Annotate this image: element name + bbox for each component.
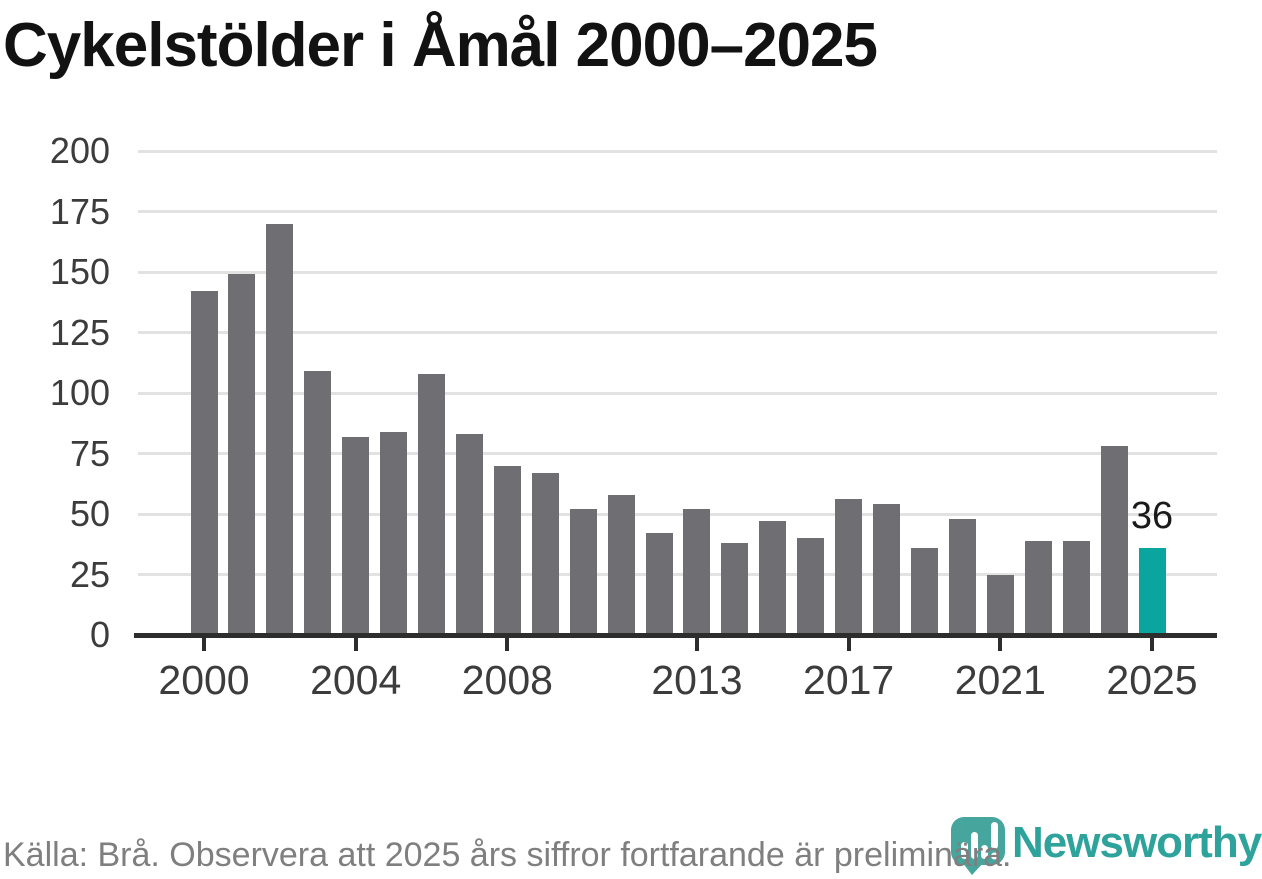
- y-axis-label-150: 150: [49, 251, 110, 292]
- bar-2022: [1024, 540, 1052, 635]
- x-tick-2004: [353, 638, 358, 651]
- x-axis-label-2013: 2013: [651, 657, 743, 703]
- x-tick-2013: [694, 638, 699, 651]
- bar-2000: [190, 291, 218, 635]
- bar-2008: [493, 465, 521, 635]
- gridline-150: [138, 270, 1217, 274]
- page-title: Cykelstölder i Åmål 2000–2025: [3, 11, 878, 80]
- bar-2009: [531, 472, 559, 635]
- gridline-125: [138, 331, 1217, 334]
- y-axis-label-75: 75: [69, 432, 110, 474]
- bar-2017: [835, 499, 863, 635]
- bar-2006: [418, 373, 446, 635]
- bar-2004: [342, 436, 370, 635]
- newsworthy-logo-icon: [951, 817, 1005, 875]
- x-axis-label-2025: 2025: [1106, 657, 1198, 703]
- bar-2013: [683, 509, 711, 635]
- bar-2012: [645, 533, 673, 635]
- bar-2025: [1138, 547, 1166, 635]
- bar-2020: [948, 518, 976, 635]
- x-tick-2017: [846, 638, 851, 651]
- bar-2018: [873, 504, 901, 635]
- x-tick-2025: [1150, 638, 1154, 651]
- bar-2016: [797, 538, 825, 635]
- y-axis-label-100: 100: [49, 372, 110, 413]
- bar-2003: [304, 371, 332, 635]
- gridline-75: [138, 452, 1217, 455]
- y-axis-label-175: 175: [49, 190, 110, 232]
- bar-2015: [759, 521, 787, 635]
- x-tick-2000: [202, 638, 206, 651]
- bar-2010: [569, 509, 597, 635]
- x-tick-2008: [505, 638, 510, 651]
- bar-2007: [455, 434, 483, 635]
- bar-2021: [986, 574, 1014, 635]
- x-tick-2021: [998, 638, 1003, 651]
- y-axis-label-0: 0: [89, 614, 110, 655]
- highlight-value-label: 36: [1130, 494, 1174, 537]
- bar-2005: [380, 431, 408, 635]
- newsworthy-logo-text: Newsworthy: [1012, 818, 1262, 867]
- bar-2002: [266, 223, 294, 635]
- gridline-200: [138, 149, 1217, 153]
- y-axis-label-125: 125: [49, 311, 110, 353]
- x-axis-line: [134, 632, 1217, 638]
- bar-2001: [228, 274, 256, 635]
- gridline-175: [138, 210, 1217, 213]
- x-axis-label-2004: 2004: [310, 657, 402, 703]
- bar-2014: [721, 543, 749, 635]
- x-axis-label-2017: 2017: [803, 657, 895, 703]
- gridline-100: [138, 391, 1217, 395]
- source-note: Källa: Brå. Observera att 2025 års siffr…: [3, 836, 1012, 874]
- x-axis-label-2008: 2008: [461, 657, 553, 703]
- bar-2024: [1100, 446, 1128, 635]
- y-axis-label-25: 25: [69, 553, 110, 595]
- gridline-25: [138, 573, 1217, 576]
- y-axis-label-50: 50: [69, 493, 110, 534]
- bar-2011: [607, 494, 635, 635]
- gridline-50: [138, 512, 1217, 516]
- x-axis-label-2021: 2021: [954, 657, 1046, 703]
- bar-2019: [910, 547, 938, 635]
- x-axis-label-2000: 2000: [158, 657, 250, 703]
- bar-2023: [1062, 540, 1090, 635]
- y-axis-label-200: 200: [49, 130, 110, 171]
